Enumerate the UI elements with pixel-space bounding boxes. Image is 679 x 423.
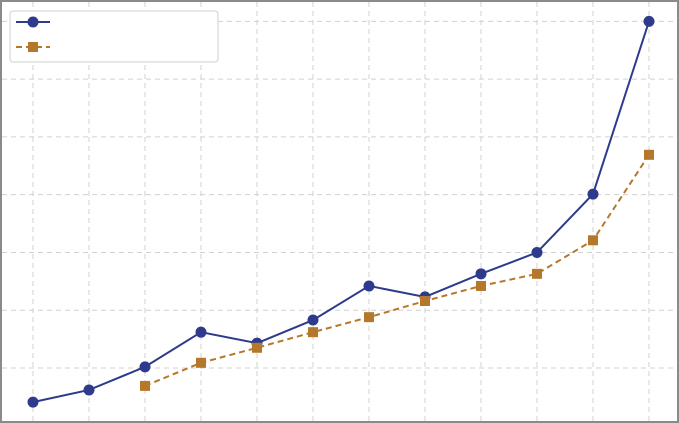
data-point	[307, 314, 319, 326]
legend-marker	[27, 16, 39, 28]
data-point	[252, 342, 262, 353]
data-point	[588, 235, 598, 246]
data-point	[195, 326, 207, 338]
data-point	[363, 280, 375, 292]
data-point	[475, 268, 487, 280]
data-point	[139, 361, 151, 373]
data-point	[643, 15, 655, 27]
legend	[9, 10, 219, 63]
data-point	[308, 327, 318, 338]
data-point	[476, 280, 486, 291]
data-point	[420, 295, 430, 306]
data-point	[587, 188, 599, 200]
data-point	[83, 384, 95, 396]
data-point	[644, 149, 654, 160]
series-line	[32, 21, 650, 404]
data-point	[532, 268, 542, 279]
data-point	[531, 246, 543, 258]
data-point	[140, 380, 150, 391]
data-point	[364, 312, 374, 323]
data-point	[196, 357, 206, 368]
data-point	[27, 396, 39, 408]
legend-box	[9, 10, 219, 63]
legend-marker	[28, 42, 38, 52]
series-line	[144, 154, 650, 387]
